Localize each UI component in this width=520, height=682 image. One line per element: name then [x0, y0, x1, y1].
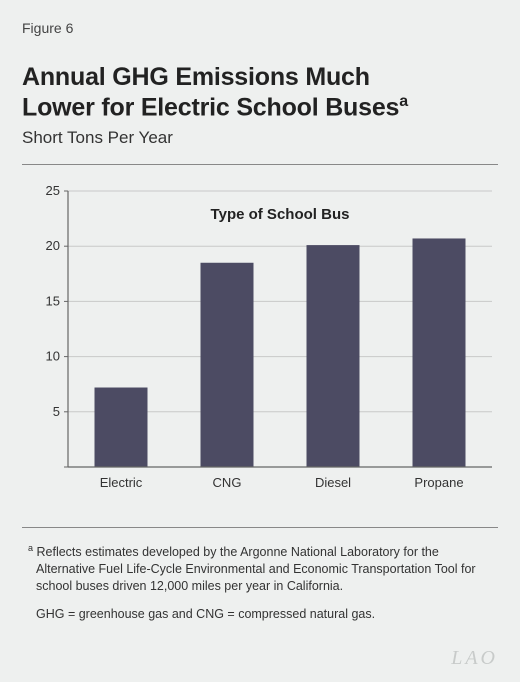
y-tick-label: 10	[46, 349, 60, 364]
brand-mark: LAO	[451, 647, 498, 670]
divider-bottom	[22, 527, 498, 528]
footnote-text: Reflects estimates developed by the Argo…	[36, 545, 476, 593]
chart-title: Annual GHG Emissions Much Lower for Elec…	[22, 62, 498, 122]
bar	[201, 263, 254, 467]
category-label: Electric	[100, 475, 143, 490]
title-line-2: Lower for Electric School Buses	[22, 93, 399, 121]
category-label: Propane	[414, 475, 463, 490]
title-superscript: a	[399, 93, 408, 110]
y-tick-label: 25	[46, 183, 60, 198]
divider-top	[22, 164, 498, 165]
figure-label: Figure 6	[22, 20, 498, 36]
definitions: GHG = greenhouse gas and CNG = compresse…	[36, 607, 498, 621]
y-tick-label: 15	[46, 294, 60, 309]
y-tick-label: 20	[46, 239, 60, 254]
footnote-marker: a	[28, 543, 33, 553]
bar	[307, 245, 360, 467]
title-line-1: Annual GHG Emissions Much	[22, 63, 370, 91]
bar-chart: 5 10 15 20 25 Electric CNG Diesel Propane Type of…	[22, 179, 498, 509]
bar	[413, 239, 466, 468]
chart-svg: 5 10 15 20 25 Electric CNG Diesel Propane Type of…	[22, 179, 498, 509]
y-tick-label: 5	[53, 404, 60, 419]
category-label: Diesel	[315, 475, 351, 490]
footnote: a Reflects estimates developed by the Ar…	[36, 542, 498, 595]
category-label: CNG	[213, 475, 242, 490]
series-title: Type of School Bus	[211, 206, 350, 223]
chart-subtitle: Short Tons Per Year	[22, 128, 498, 148]
bar	[95, 388, 148, 467]
